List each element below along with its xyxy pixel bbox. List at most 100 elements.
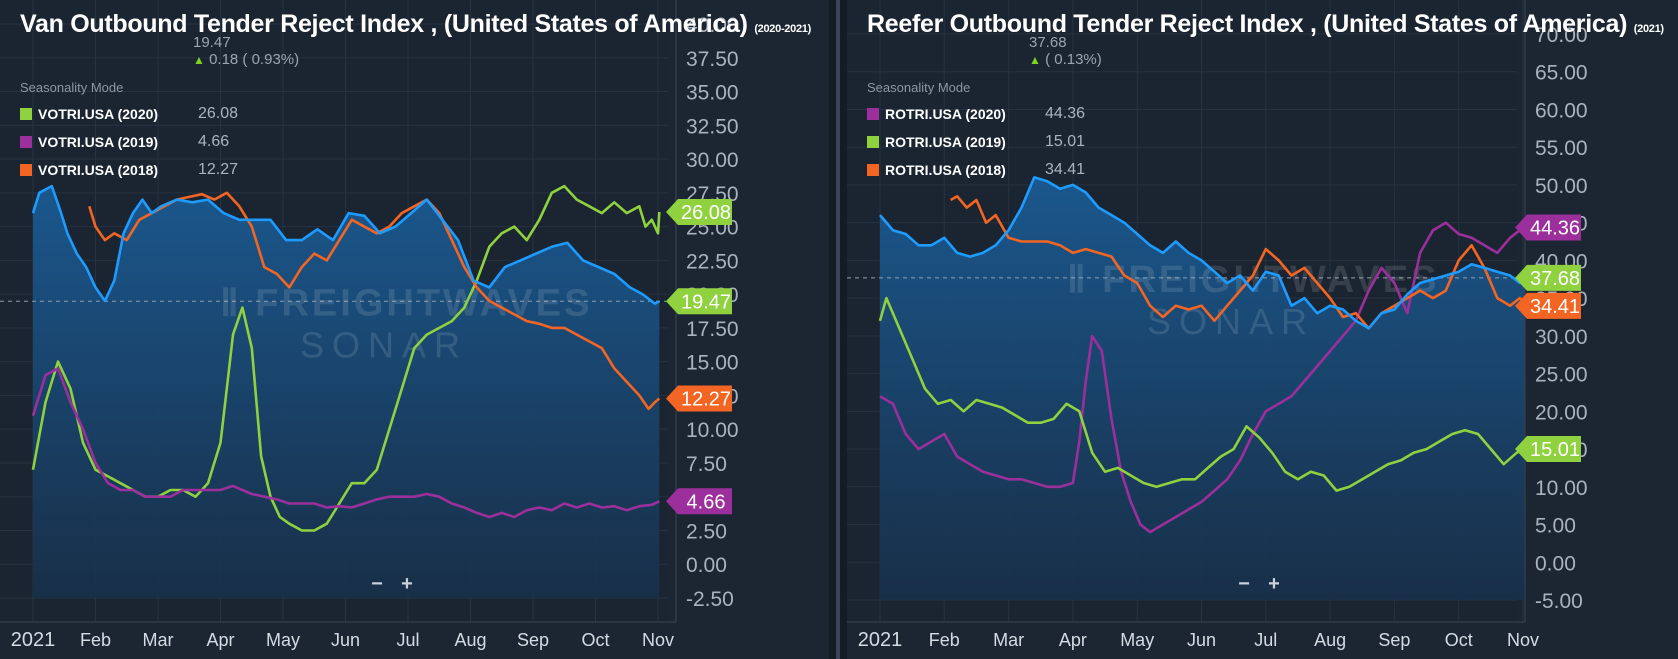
current-value: 19.47 bbox=[193, 34, 231, 51]
end-value-tag bbox=[666, 488, 732, 515]
legend-name: ROTRI.USA (2018) bbox=[885, 162, 1006, 178]
chart-title-text: Reefer Outbound Tender Reject Index , (U… bbox=[867, 10, 1628, 38]
end-value-label: 19.47 bbox=[681, 291, 731, 313]
zoom-controls: − + bbox=[1229, 572, 1289, 596]
end-value-label: 34.41 bbox=[1530, 296, 1580, 318]
y-tick-label: 2.50 bbox=[686, 520, 727, 543]
y-tick-label: 35.00 bbox=[686, 82, 739, 105]
y-tick-label: 15.00 bbox=[686, 352, 739, 375]
change-value: 0.18 ( 0.93%) bbox=[209, 51, 300, 68]
legend-item[interactable]: VOTRI.USA (2018) 12.27 bbox=[20, 156, 238, 184]
legend-item[interactable]: ROTRI.USA (2020) 44.36 bbox=[867, 100, 1085, 128]
x-tick-label: Aug bbox=[454, 630, 486, 650]
x-tick-label: Aug bbox=[1314, 630, 1346, 650]
van-otri-chart: 40.0037.5035.0032.5030.0027.5025.0022.50… bbox=[0, 0, 739, 651]
chart-title: Reefer Outbound Tender Reject Index , (U… bbox=[867, 12, 1664, 42]
x-tick-label: May bbox=[266, 630, 300, 650]
legend-swatch bbox=[867, 164, 879, 176]
series-line bbox=[950, 195, 1526, 330]
zoom-in-button[interactable]: + bbox=[401, 572, 413, 595]
legend-item[interactable]: VOTRI.USA (2019) 4.66 bbox=[20, 128, 238, 156]
y-tick-label: 65.00 bbox=[1535, 62, 1588, 85]
chart-title: Van Outbound Tender Reject Index , (Unit… bbox=[20, 12, 811, 42]
legend-name: ROTRI.USA (2019) bbox=[885, 134, 1006, 150]
x-tick-label: Oct bbox=[1445, 630, 1473, 650]
y-tick-label: 70.00 bbox=[1535, 24, 1588, 47]
current-series-area bbox=[33, 186, 660, 598]
van-otri-panel: 40.00 37.50 35.00 32.50 30.00 27.50 25.00 22.50… bbox=[0, 0, 829, 659]
x-tick-label: May bbox=[1120, 630, 1154, 650]
end-value-tag bbox=[666, 199, 732, 226]
chart-range: (2020-2021) bbox=[754, 23, 811, 35]
series-line bbox=[879, 221, 1525, 534]
current-value: 37.68 bbox=[1029, 34, 1067, 51]
legend-swatch bbox=[867, 136, 879, 148]
series-line bbox=[31, 367, 660, 519]
chart-range: (2021) bbox=[1633, 23, 1664, 35]
series-line bbox=[31, 184, 660, 305]
y-tick-label: 5.00 bbox=[1535, 515, 1576, 538]
zoom-out-button[interactable]: − bbox=[1238, 572, 1250, 595]
y-tick-label: 60.00 bbox=[1535, 99, 1588, 122]
x-tick-label: 2021 bbox=[11, 629, 56, 651]
x-tick-label: Sep bbox=[517, 630, 549, 650]
legend-swatch bbox=[20, 108, 32, 120]
legend-value: 44.36 bbox=[1045, 105, 1086, 122]
end-value-label: 15.01 bbox=[1530, 439, 1580, 461]
zoom-out-button[interactable]: − bbox=[371, 572, 383, 595]
divider-handle[interactable] bbox=[836, 0, 840, 659]
x-tick-label: Jun bbox=[1187, 630, 1216, 650]
up-arrow-icon: ▲ bbox=[193, 53, 205, 67]
x-tick-label: 2021 bbox=[858, 629, 903, 651]
current-series-area bbox=[880, 177, 1525, 600]
end-value-label: 44.36 bbox=[1530, 217, 1580, 239]
y-tick-label: 17.50 bbox=[686, 318, 739, 341]
zoom-controls: − + bbox=[362, 572, 422, 596]
up-arrow-icon: ▲ bbox=[1029, 53, 1041, 67]
end-value-tag bbox=[1515, 264, 1581, 291]
y-tick-label: 0.00 bbox=[1535, 552, 1576, 575]
end-value-tag bbox=[1515, 214, 1581, 241]
freightwaves-watermark-logo: Ⅱ FREIGHTWAVES bbox=[1067, 259, 1439, 301]
y-tick-label: 30.00 bbox=[1535, 326, 1588, 349]
y-tick-label: 32.50 bbox=[686, 115, 739, 138]
zoom-in-button[interactable]: + bbox=[1268, 572, 1280, 595]
end-value-label: 37.68 bbox=[1530, 268, 1580, 290]
legend-item[interactable]: ROTRI.USA (2019) 15.01 bbox=[867, 128, 1085, 156]
y-tick-label: 10.00 bbox=[1535, 477, 1588, 500]
chart-title-text: Van Outbound Tender Reject Index , (Unit… bbox=[20, 10, 748, 38]
x-tick-label: Feb bbox=[80, 630, 111, 650]
legend-value: 34.41 bbox=[1045, 161, 1086, 178]
legend-swatch bbox=[867, 108, 879, 120]
end-value-tag bbox=[1515, 292, 1581, 319]
series-line bbox=[878, 296, 1525, 492]
chart-header: Van Outbound Tender Reject Index , (Unit… bbox=[20, 12, 811, 42]
legend: ROTRI.USA (2020) 44.36 ROTRI.USA (2019) … bbox=[867, 100, 1085, 184]
reefer-otri-chart: 70.0065.0060.0055.0050.0045.0040.0035.00… bbox=[847, 0, 1588, 651]
y-tick-label: 10.00 bbox=[686, 419, 739, 442]
legend-value: 15.01 bbox=[1045, 133, 1086, 150]
legend-swatch bbox=[20, 164, 32, 176]
end-value-label: 26.08 bbox=[681, 202, 731, 224]
x-tick-label: Mar bbox=[993, 630, 1024, 650]
chart-header: Reefer Outbound Tender Reject Index , (U… bbox=[867, 12, 1664, 42]
series-line bbox=[879, 176, 1526, 330]
y-tick-label: -2.50 bbox=[686, 588, 734, 611]
y-tick-label: 0.00 bbox=[686, 554, 727, 577]
y-tick-label: 55.00 bbox=[1535, 137, 1588, 160]
legend-name: VOTRI.USA (2018) bbox=[38, 162, 159, 178]
y-tick-label: 20.00 bbox=[1535, 401, 1588, 424]
seasonality-label: Seasonality Mode bbox=[20, 80, 124, 95]
legend-item[interactable]: VOTRI.USA (2020) 26.08 bbox=[20, 100, 238, 128]
y-tick-label: 37.50 bbox=[686, 48, 739, 71]
legend-name: VOTRI.USA (2019) bbox=[38, 134, 159, 150]
y-tick-label: -5.00 bbox=[1535, 590, 1583, 613]
panel-divider[interactable] bbox=[829, 0, 847, 659]
y-tick-label: 25.00 bbox=[1535, 364, 1588, 387]
x-tick-label: Jul bbox=[396, 630, 419, 650]
x-tick-label: Jun bbox=[331, 630, 360, 650]
x-tick-label: Jul bbox=[1254, 630, 1277, 650]
seasonality-label: Seasonality Mode bbox=[867, 80, 971, 95]
legend-name: ROTRI.USA (2020) bbox=[885, 106, 1006, 122]
legend-item[interactable]: ROTRI.USA (2018) 34.41 bbox=[867, 156, 1085, 184]
